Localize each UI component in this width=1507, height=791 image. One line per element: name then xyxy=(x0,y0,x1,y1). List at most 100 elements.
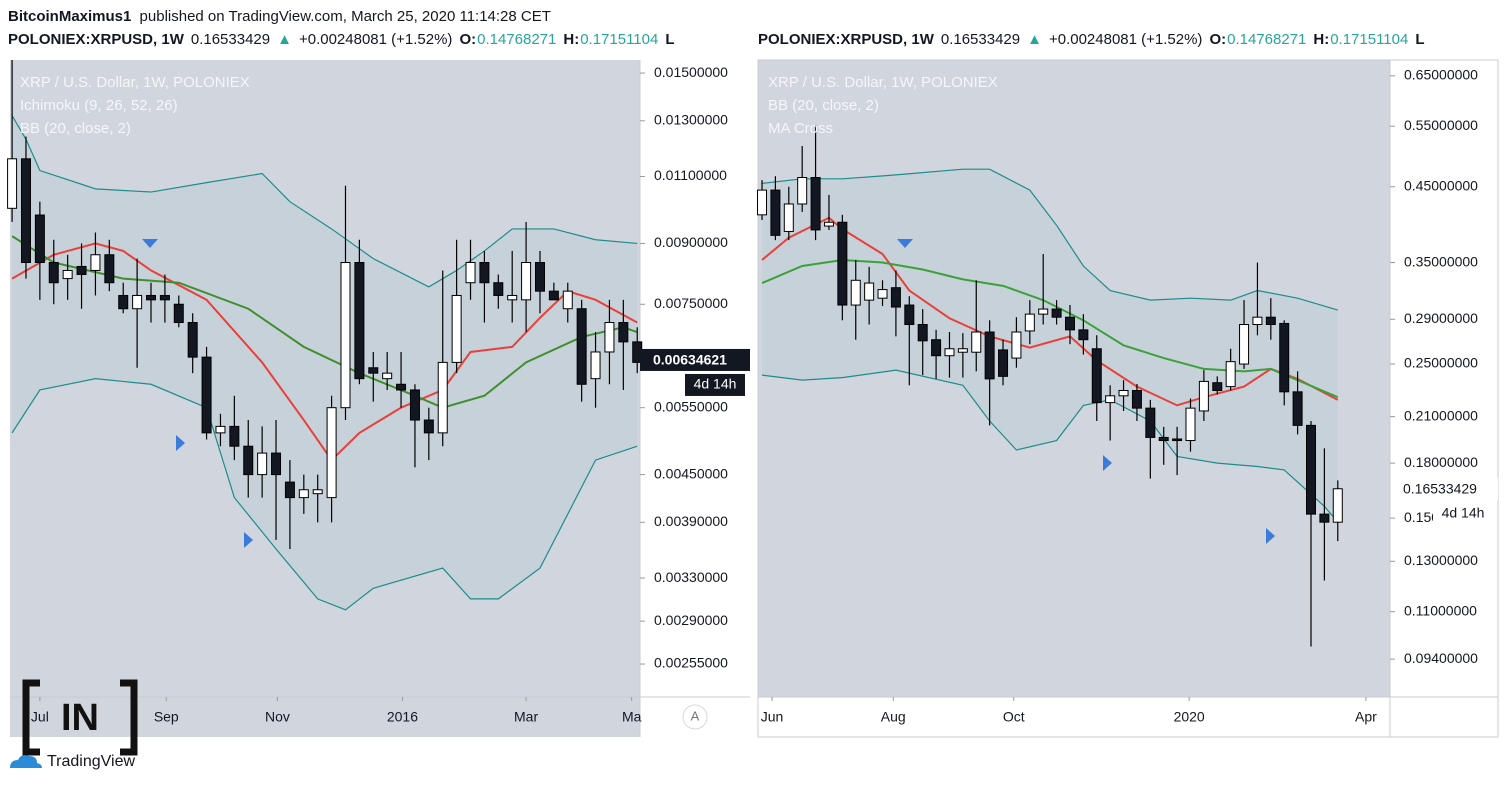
y-tick-label: 0.21000000 xyxy=(1404,407,1478,423)
y-tick-label: 0.29000000 xyxy=(1404,310,1478,326)
price-tag xyxy=(1392,477,1498,500)
signal-marker xyxy=(244,532,253,548)
quote-arrow: ▲ xyxy=(1027,31,1042,48)
candle-body xyxy=(837,221,848,306)
candle-body xyxy=(1131,390,1142,409)
signal-marker xyxy=(1266,528,1275,544)
candle-body xyxy=(917,324,928,342)
axis-button-label[interactable]: A xyxy=(691,708,700,723)
candle-body xyxy=(1252,316,1263,326)
candle-body xyxy=(201,356,212,434)
candle-body xyxy=(215,425,226,434)
y-tick-label: 0.01100000 xyxy=(654,167,727,183)
quote-last: 0.16533429 xyxy=(941,31,1020,48)
panels: POLONIEX:XRPUSD, 1W 0.16533429 ▲ +0.0024808… xyxy=(7,31,1499,738)
candle-body xyxy=(1225,361,1236,388)
candle-body xyxy=(451,294,462,363)
candle-body xyxy=(1024,313,1035,332)
y-tick-label: 0.09400000 xyxy=(1404,650,1478,666)
legend-entry: BB (20, close, 2) xyxy=(768,97,879,114)
quote-high-label: H: xyxy=(1313,31,1329,48)
candle-body xyxy=(298,489,309,499)
quote-open-label: O: xyxy=(459,31,476,48)
candle-body xyxy=(890,287,901,308)
x-tick-label: Aug xyxy=(881,709,906,725)
candle-body xyxy=(1172,438,1183,442)
x-tick-label: 2020 xyxy=(1174,709,1205,725)
x-tick-label: Mar xyxy=(514,709,538,725)
candle-body xyxy=(34,214,45,264)
candle-body xyxy=(521,262,532,301)
candle-body xyxy=(271,452,282,476)
y-tick-label: 0.18000000 xyxy=(1404,454,1478,470)
countdown-tag xyxy=(1433,502,1493,525)
quote-high-label: H: xyxy=(563,31,579,48)
y-tick-label: 0.25000000 xyxy=(1404,355,1478,371)
candle-body xyxy=(437,361,448,434)
candle-body xyxy=(1292,391,1303,426)
y-tick-label: 0.00900000 xyxy=(654,234,728,250)
y-tick-label: 0.00290000 xyxy=(654,612,728,628)
candle-body xyxy=(1198,380,1209,412)
candle-body xyxy=(1158,436,1169,442)
x-tick-label: Oct xyxy=(1003,709,1025,725)
price-tag xyxy=(640,348,750,371)
x-tick-label: Jun xyxy=(761,709,784,725)
legend-entry: XRP / U.S. Dollar, 1W, POLONIEX xyxy=(20,74,250,91)
candle-body xyxy=(534,262,545,292)
candle-body xyxy=(243,445,254,476)
candle-body xyxy=(20,158,31,264)
candle-body xyxy=(1091,348,1102,404)
candle-body xyxy=(1145,407,1156,438)
price-tag-label: 0.00634621 xyxy=(653,352,727,368)
indicator-line xyxy=(761,369,1339,523)
y-tick-label: 0.00330000 xyxy=(654,569,728,585)
y-tick-label: 0.01500000 xyxy=(654,64,728,80)
candle-body xyxy=(132,294,143,310)
brand-logo xyxy=(10,755,42,768)
chart-panel: POLONIEX:XRPUSD, 1W 0.16533429 ▲ +0.0024808… xyxy=(7,31,750,737)
indicator-line xyxy=(761,258,1339,399)
candle-body xyxy=(864,282,875,301)
candle-body xyxy=(1306,424,1316,515)
x-tick-label: Apr xyxy=(1355,709,1377,725)
candle-body xyxy=(783,203,794,232)
quote-high: 0.17151104 xyxy=(1330,31,1408,48)
indicator-line xyxy=(11,242,638,462)
candle-body xyxy=(904,304,915,326)
watermark-bracket xyxy=(22,679,138,756)
axis-button[interactable] xyxy=(682,704,708,730)
y-tick-label: 0.01300000 xyxy=(654,112,728,128)
y-tick-label: 0.55000000 xyxy=(1404,117,1478,133)
candle-body xyxy=(1051,308,1062,318)
candle-body xyxy=(957,348,968,353)
candle-body xyxy=(850,279,861,306)
legend-entry: XRP / U.S. Dollar, 1W, POLONIEX xyxy=(768,74,998,91)
price-tag-label: 0.16533429 xyxy=(1403,480,1477,496)
candle-body xyxy=(1279,322,1290,393)
quote-high: 0.17151104 xyxy=(580,31,658,48)
candle-body xyxy=(159,294,170,301)
candle-body xyxy=(382,372,393,380)
panel-border xyxy=(757,59,1499,738)
candle-body xyxy=(90,254,101,271)
candle-body xyxy=(590,351,601,380)
candle-body xyxy=(1319,513,1330,523)
candle-body xyxy=(971,331,982,353)
signal-marker xyxy=(1103,455,1112,471)
candle-body xyxy=(1185,407,1196,442)
candle-body xyxy=(409,389,420,421)
candle-body xyxy=(618,322,629,343)
candle-body xyxy=(7,158,18,209)
quote-open: 0.14768271 xyxy=(1227,31,1306,48)
quote-symbol: POLONIEX:XRPUSD, 1W xyxy=(8,31,185,48)
y-tick-label: 0.00550000 xyxy=(654,398,728,414)
candle-body xyxy=(340,262,351,409)
watermark-text: IN xyxy=(61,697,99,739)
candle-body xyxy=(493,282,504,296)
quote-symbol: POLONIEX:XRPUSD, 1W xyxy=(758,31,935,48)
quote-last: 0.16533429 xyxy=(191,31,270,48)
candle-body xyxy=(507,294,518,301)
candle-body xyxy=(229,425,240,447)
